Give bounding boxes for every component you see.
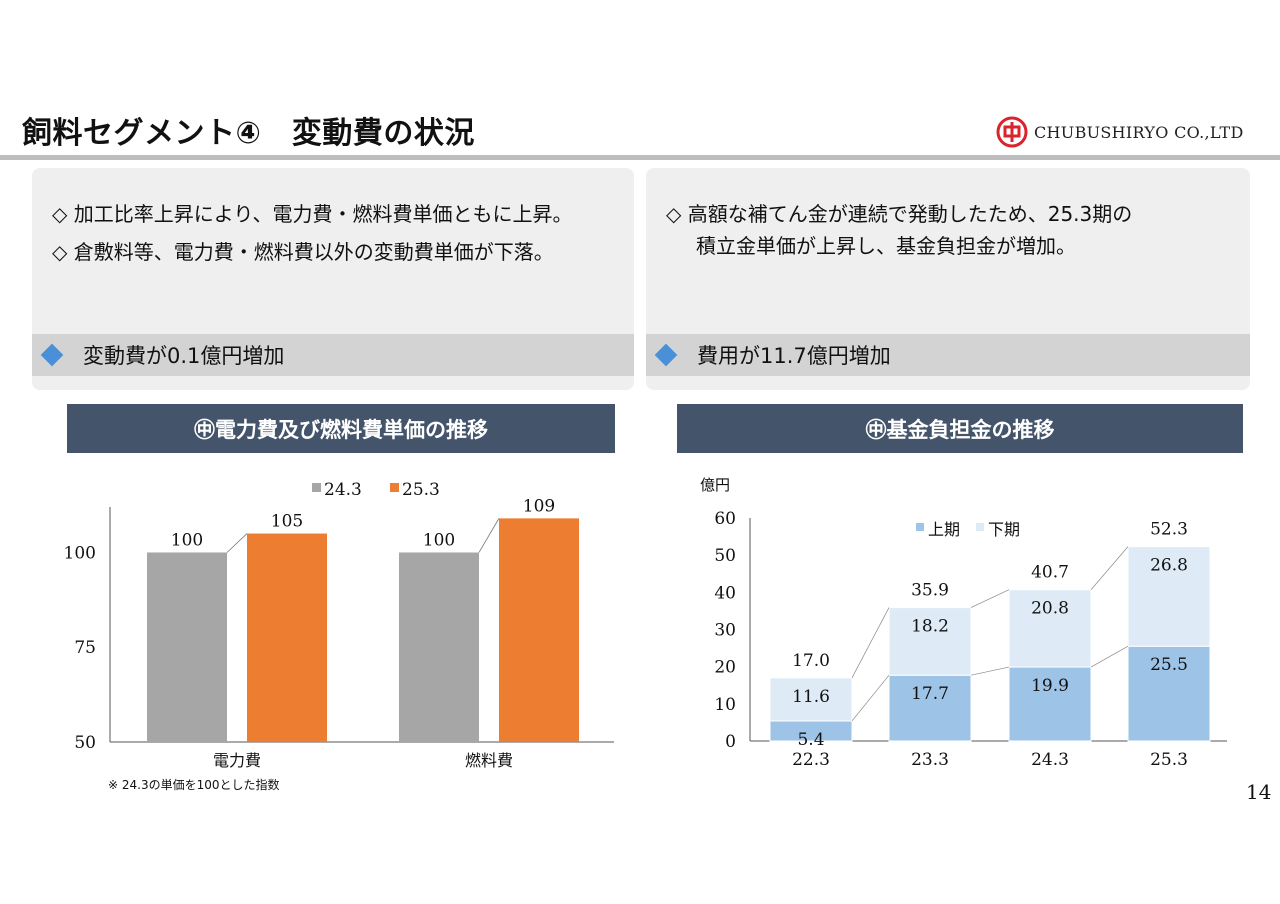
x-tick-label: 25.3 <box>1150 750 1188 770</box>
total-label: 52.3 <box>1150 520 1188 540</box>
page-title: 飼料セグメント④ 変動費の状況 <box>22 116 475 151</box>
data-label: 100 <box>171 530 203 550</box>
y-tick-label: 75 <box>74 638 96 658</box>
total-label: 17.0 <box>792 651 830 671</box>
company-logo: CHUBUSHIRYO CO.,LTD <box>996 116 1244 148</box>
legend-label: 下期 <box>988 520 1020 539</box>
diamond-icon <box>654 343 678 367</box>
chart-footnote: ※ 24.3の単価を100とした指数 <box>108 778 280 792</box>
stacked-bar-segment <box>888 607 972 676</box>
y-tick-label: 60 <box>714 509 736 529</box>
stacked-bar-segment <box>1127 645 1211 742</box>
left-summary-bar: 変動費が0.1億円増加 <box>32 334 634 376</box>
x-tick-label: 24.3 <box>1031 750 1069 770</box>
data-label: 109 <box>523 496 555 516</box>
segment-label: 18.2 <box>911 617 949 637</box>
bar <box>399 552 479 742</box>
segment-label: 26.8 <box>1150 556 1188 576</box>
y-tick-label: 10 <box>714 695 736 715</box>
header-divider <box>0 155 1280 160</box>
bar <box>147 552 227 742</box>
right-summary-bar: 費用が11.7億円増加 <box>646 334 1250 376</box>
connector-line <box>478 518 500 553</box>
fund-burden-chart-svg: 億円 0 10 20 30 40 50 60 5.4 11.6 17.0 22.3 17.7 18.2 35… <box>700 476 1227 770</box>
connector-line <box>1090 546 1129 590</box>
stacked-bar-segment <box>1008 666 1092 742</box>
company-name: CHUBUSHIRYO CO.,LTD <box>1034 122 1244 142</box>
segment-label: 17.7 <box>911 684 949 704</box>
left-bullet-1: ◇ 加工比率上昇により、電力費・燃料費単価ともに上昇。 <box>52 202 573 226</box>
stacked-bar-segment <box>1127 546 1211 647</box>
right-commentary-panel: ◇ 高額な補てん金が連続で発動したため、25.3期の 積立金単価が上昇し、基金負… <box>646 168 1250 390</box>
left-summary-text: 変動費が0.1億円増加 <box>83 344 285 368</box>
unit-price-chart: 50 75 100 100 105 電力費 100 109 燃料費 24.3 25.3 <box>40 460 640 784</box>
segment-label: 25.5 <box>1150 655 1188 675</box>
legend-label: 25.3 <box>402 480 440 500</box>
unit-price-chart-svg: 50 75 100 100 105 電力費 100 109 燃料費 24.3 25.3 <box>64 480 614 770</box>
x-tick-label: 23.3 <box>911 750 949 770</box>
legend-swatch <box>976 523 984 531</box>
y-tick-label: 30 <box>714 621 736 641</box>
segment-label: 5.4 <box>797 730 824 750</box>
y-tick-label: 20 <box>714 658 736 678</box>
y-tick-label: 0 <box>725 732 736 752</box>
y-tick-label: 100 <box>64 543 96 563</box>
total-label: 40.7 <box>1031 563 1069 583</box>
bar <box>247 533 327 742</box>
left-commentary-panel: ◇ 加工比率上昇により、電力費・燃料費単価ともに上昇。 ◇ 倉敷料等、電力費・燃… <box>32 168 634 390</box>
connector-line <box>970 589 1010 608</box>
segment-label: 19.9 <box>1031 676 1069 696</box>
right-chart-title: ㊥基金負担金の推移 <box>677 404 1243 453</box>
stacked-bar-segment <box>1008 589 1092 668</box>
connector-line <box>851 674 890 722</box>
x-tick-label: 電力費 <box>213 751 261 770</box>
connector-line <box>1090 645 1129 668</box>
stacked-bar-segment <box>888 674 972 742</box>
left-chart-title: ㊥電力費及び燃料費単価の推移 <box>67 404 615 453</box>
connector-line <box>226 533 248 553</box>
connector-line <box>851 607 890 678</box>
page-number: 14 <box>1246 780 1272 804</box>
legend-label: 24.3 <box>324 480 362 500</box>
x-tick-label: 燃料費 <box>465 751 513 770</box>
total-label: 35.9 <box>911 581 949 601</box>
y-tick-label: 50 <box>714 546 736 566</box>
y-tick-label: 40 <box>714 583 736 603</box>
x-tick-label: 22.3 <box>792 750 830 770</box>
data-label: 105 <box>271 512 303 532</box>
right-summary-text: 費用が11.7億円増加 <box>697 344 891 368</box>
legend-label: 上期 <box>928 520 960 539</box>
segment-label: 20.8 <box>1031 599 1069 619</box>
diamond-icon <box>40 343 64 367</box>
right-bullet-1: ◇ 高額な補てん金が連続で発動したため、25.3期の <box>666 202 1133 226</box>
company-logo-icon <box>996 116 1028 148</box>
left-bullet-2: ◇ 倉敷料等、電力費・燃料費以外の変動費単価が下落。 <box>52 240 554 264</box>
connector-line <box>970 666 1010 676</box>
y-tick-label: 50 <box>74 733 96 753</box>
fund-burden-chart: 億円 0 10 20 30 40 50 60 5.4 11.6 17.0 22.3 17.7 18.2 35… <box>680 460 1260 784</box>
data-label: 100 <box>423 530 455 550</box>
bar <box>499 518 579 742</box>
stacked-bar-segment <box>769 677 853 722</box>
legend-swatch <box>312 483 321 492</box>
legend-swatch <box>916 523 924 531</box>
right-bullet-2: 積立金単価が上昇し、基金負担金が増加。 <box>696 234 1076 258</box>
legend-swatch <box>390 483 399 492</box>
segment-label: 11.6 <box>792 687 830 707</box>
unit-label: 億円 <box>700 476 730 494</box>
